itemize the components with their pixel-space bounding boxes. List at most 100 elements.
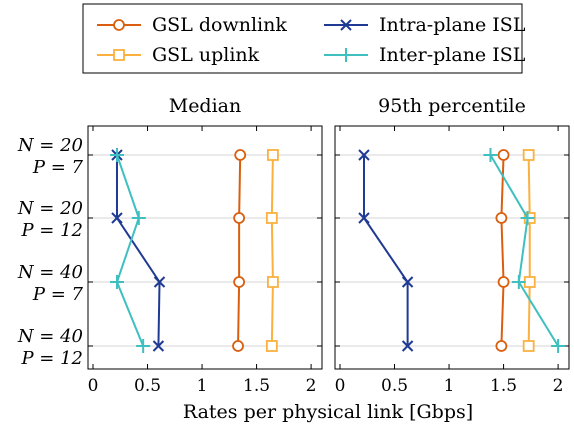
- x-tick-label: 0: [88, 376, 99, 396]
- data-point-0-3-0-shape: [109, 148, 124, 162]
- series-line-1-0: [500, 154, 505, 347]
- x-tick-label: 1.5: [243, 376, 270, 396]
- y-category-label-p: P = 12: [20, 348, 83, 369]
- data-point-0-0-1-shape: [233, 212, 246, 224]
- data-point-1-3-0-shape: [483, 148, 498, 162]
- data-point-0-1-3-shape: [265, 340, 278, 352]
- x-tick-label: 0.5: [381, 376, 408, 396]
- legend-marker-1: [113, 49, 125, 61]
- data-point-1-2-1: [358, 212, 370, 224]
- y-category-label-n: N = 20: [17, 135, 83, 156]
- data-point-1-1-0-shape: [522, 149, 535, 161]
- data-point-1-1-0: [522, 149, 535, 161]
- y-category-label-p: P = 7: [32, 284, 84, 305]
- series-line-0-2: [115, 155, 161, 347]
- legend-marker-3: [339, 48, 353, 62]
- panel-frame-1: [334, 125, 570, 370]
- data-point-0-2-2-shape: [153, 276, 166, 288]
- data-point-0-1-0: [267, 149, 279, 161]
- data-point-0-1-3: [265, 340, 278, 352]
- series-line-0-3: [115, 154, 145, 347]
- data-point-0-3-1-shape: [131, 211, 146, 225]
- data-point-1-2-2: [401, 276, 414, 288]
- data-point-1-3-1: [520, 211, 535, 225]
- data-point-0-2-1-shape: [111, 212, 123, 224]
- series-line-0-0: [237, 154, 242, 347]
- data-point-0-3-2: [109, 275, 124, 289]
- data-point-0-3-1: [131, 211, 146, 225]
- data-point-0-3-2-shape: [109, 275, 124, 289]
- data-point-0-2-3: [152, 340, 165, 352]
- data-point-1-3-2-shape: [511, 275, 526, 289]
- x-tick-label: 1: [197, 376, 208, 396]
- data-point-1-2-0: [358, 149, 370, 161]
- data-point-1-0-3-shape: [495, 340, 508, 352]
- y-category-label-n: N = 40: [17, 262, 83, 283]
- data-point-1-3-0: [483, 148, 498, 162]
- series-line-1-1: [527, 154, 531, 347]
- data-point-0-0-2: [233, 276, 246, 288]
- panel-frame-0: [87, 125, 323, 370]
- x-tick-label: 1.5: [490, 376, 517, 396]
- data-point-0-3-0: [109, 148, 124, 162]
- panel-title-0: Median: [169, 95, 242, 117]
- data-point-0-1-1-shape: [265, 212, 278, 224]
- data-point-1-2-3-shape: [401, 340, 414, 352]
- series-line-0-1: [270, 154, 274, 347]
- data-point-1-1-2: [523, 276, 536, 288]
- data-point-0-1-2-shape: [267, 276, 279, 288]
- data-point-1-2-1-shape: [358, 212, 370, 224]
- legend-marker-0: [113, 19, 125, 31]
- data-point-0-2-2: [153, 276, 166, 288]
- data-point-1-1-3: [522, 340, 535, 352]
- data-point-1-2-3: [401, 340, 414, 352]
- legend-marker-2-shape: [340, 19, 352, 31]
- series-line-1-2: [362, 155, 409, 346]
- data-point-0-0-1: [233, 212, 246, 224]
- legend-marker-1-shape: [113, 49, 125, 61]
- data-point-0-1-0-shape: [267, 149, 279, 161]
- data-point-0-0-2-shape: [233, 276, 246, 288]
- data-point-1-3-3-shape: [551, 339, 566, 353]
- y-category-label-n: N = 20: [17, 198, 83, 219]
- data-point-1-0-2: [497, 276, 510, 288]
- data-point-1-0-1-shape: [495, 212, 508, 224]
- x-axis-label: Rates per physical link [Gbps]: [183, 401, 473, 423]
- data-point-1-0-1: [495, 212, 508, 224]
- data-point-1-0-3: [495, 340, 508, 352]
- legend-label: GSL uplink: [152, 44, 260, 66]
- data-point-1-2-0-shape: [358, 149, 370, 161]
- data-point-0-1-1: [265, 212, 278, 224]
- data-point-0-0-0: [234, 149, 247, 161]
- data-point-1-1-2-shape: [523, 276, 536, 288]
- y-category-label-n: N = 40: [17, 326, 83, 347]
- data-point-0-2-3-shape: [152, 340, 165, 352]
- legend-box: [82, 3, 523, 74]
- x-tick-label: 2: [306, 376, 317, 396]
- legend-label: Inter-plane ISL: [379, 44, 526, 66]
- x-tick-label: 0: [335, 376, 346, 396]
- y-category-label-p: P = 12: [20, 220, 83, 241]
- data-point-1-0-2-shape: [497, 276, 510, 288]
- legend-label: Intra-plane ISL: [379, 14, 526, 36]
- y-category-label-p: P = 7: [32, 157, 84, 178]
- data-point-0-0-0-shape: [234, 149, 247, 161]
- data-point-0-2-1: [111, 212, 123, 224]
- legend-marker-0-shape: [113, 19, 125, 31]
- data-point-0-1-2: [267, 276, 279, 288]
- data-point-1-3-1-shape: [520, 211, 535, 225]
- data-point-1-0-0-shape: [497, 149, 510, 161]
- legend-marker-3-shape: [339, 48, 353, 62]
- data-point-0-3-3: [136, 339, 151, 353]
- data-point-1-3-2: [511, 275, 526, 289]
- data-point-1-1-3-shape: [522, 340, 535, 352]
- x-tick-label: 2: [553, 376, 564, 396]
- x-tick-label: 0.5: [134, 376, 161, 396]
- data-point-1-0-0: [497, 149, 510, 161]
- data-point-1-2-2-shape: [401, 276, 414, 288]
- legend-label: GSL downlink: [152, 14, 287, 36]
- data-point-0-0-3-shape: [232, 340, 244, 352]
- data-point-1-3-3: [551, 339, 566, 353]
- series-line-1-3: [489, 154, 559, 347]
